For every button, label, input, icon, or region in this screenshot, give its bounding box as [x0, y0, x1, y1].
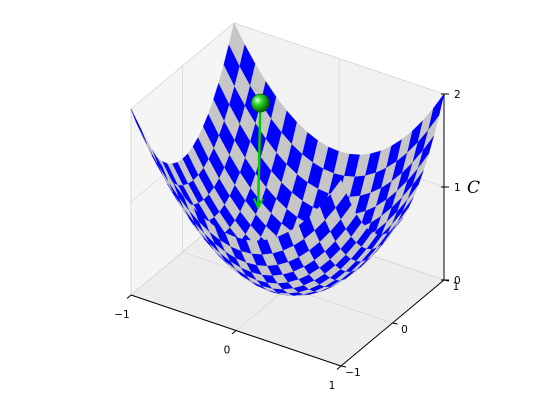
y-tick-label: 0 — [401, 324, 408, 336]
ball-layer — [251, 93, 270, 209]
x-tick-mark — [231, 330, 237, 335]
arrow-head — [252, 198, 264, 209]
surface-patch — [330, 179, 347, 208]
x-tick-label: 0 — [224, 345, 231, 357]
z-tick-label: 2 — [454, 89, 461, 101]
z-tick-label: 0 — [454, 275, 461, 287]
z-tick-label: 1 — [454, 182, 461, 194]
x-tick-mark — [126, 294, 132, 299]
y-tick-labels: −1 0 1 — [345, 281, 459, 379]
gradient-arrow — [256, 101, 262, 209]
x-tick-mark — [336, 365, 342, 370]
surface-patch — [130, 108, 147, 144]
axis-lines — [126, 93, 450, 370]
y-tick-label: −1 — [345, 367, 360, 379]
y-tick-label: 1 — [453, 281, 460, 293]
x-tick-label: 1 — [329, 380, 336, 392]
x-tick-labels: −1 0 1 — [114, 309, 335, 392]
y-tick-mark — [392, 322, 398, 325]
x-tick-label: −1 — [114, 309, 129, 321]
y-tick-mark — [340, 365, 347, 368]
checkerboard-surface — [130, 22, 445, 296]
z-axis-label: C — [467, 178, 480, 198]
z-tick-labels: 0 1 2 — [454, 89, 461, 287]
ball-marker — [251, 93, 270, 113]
